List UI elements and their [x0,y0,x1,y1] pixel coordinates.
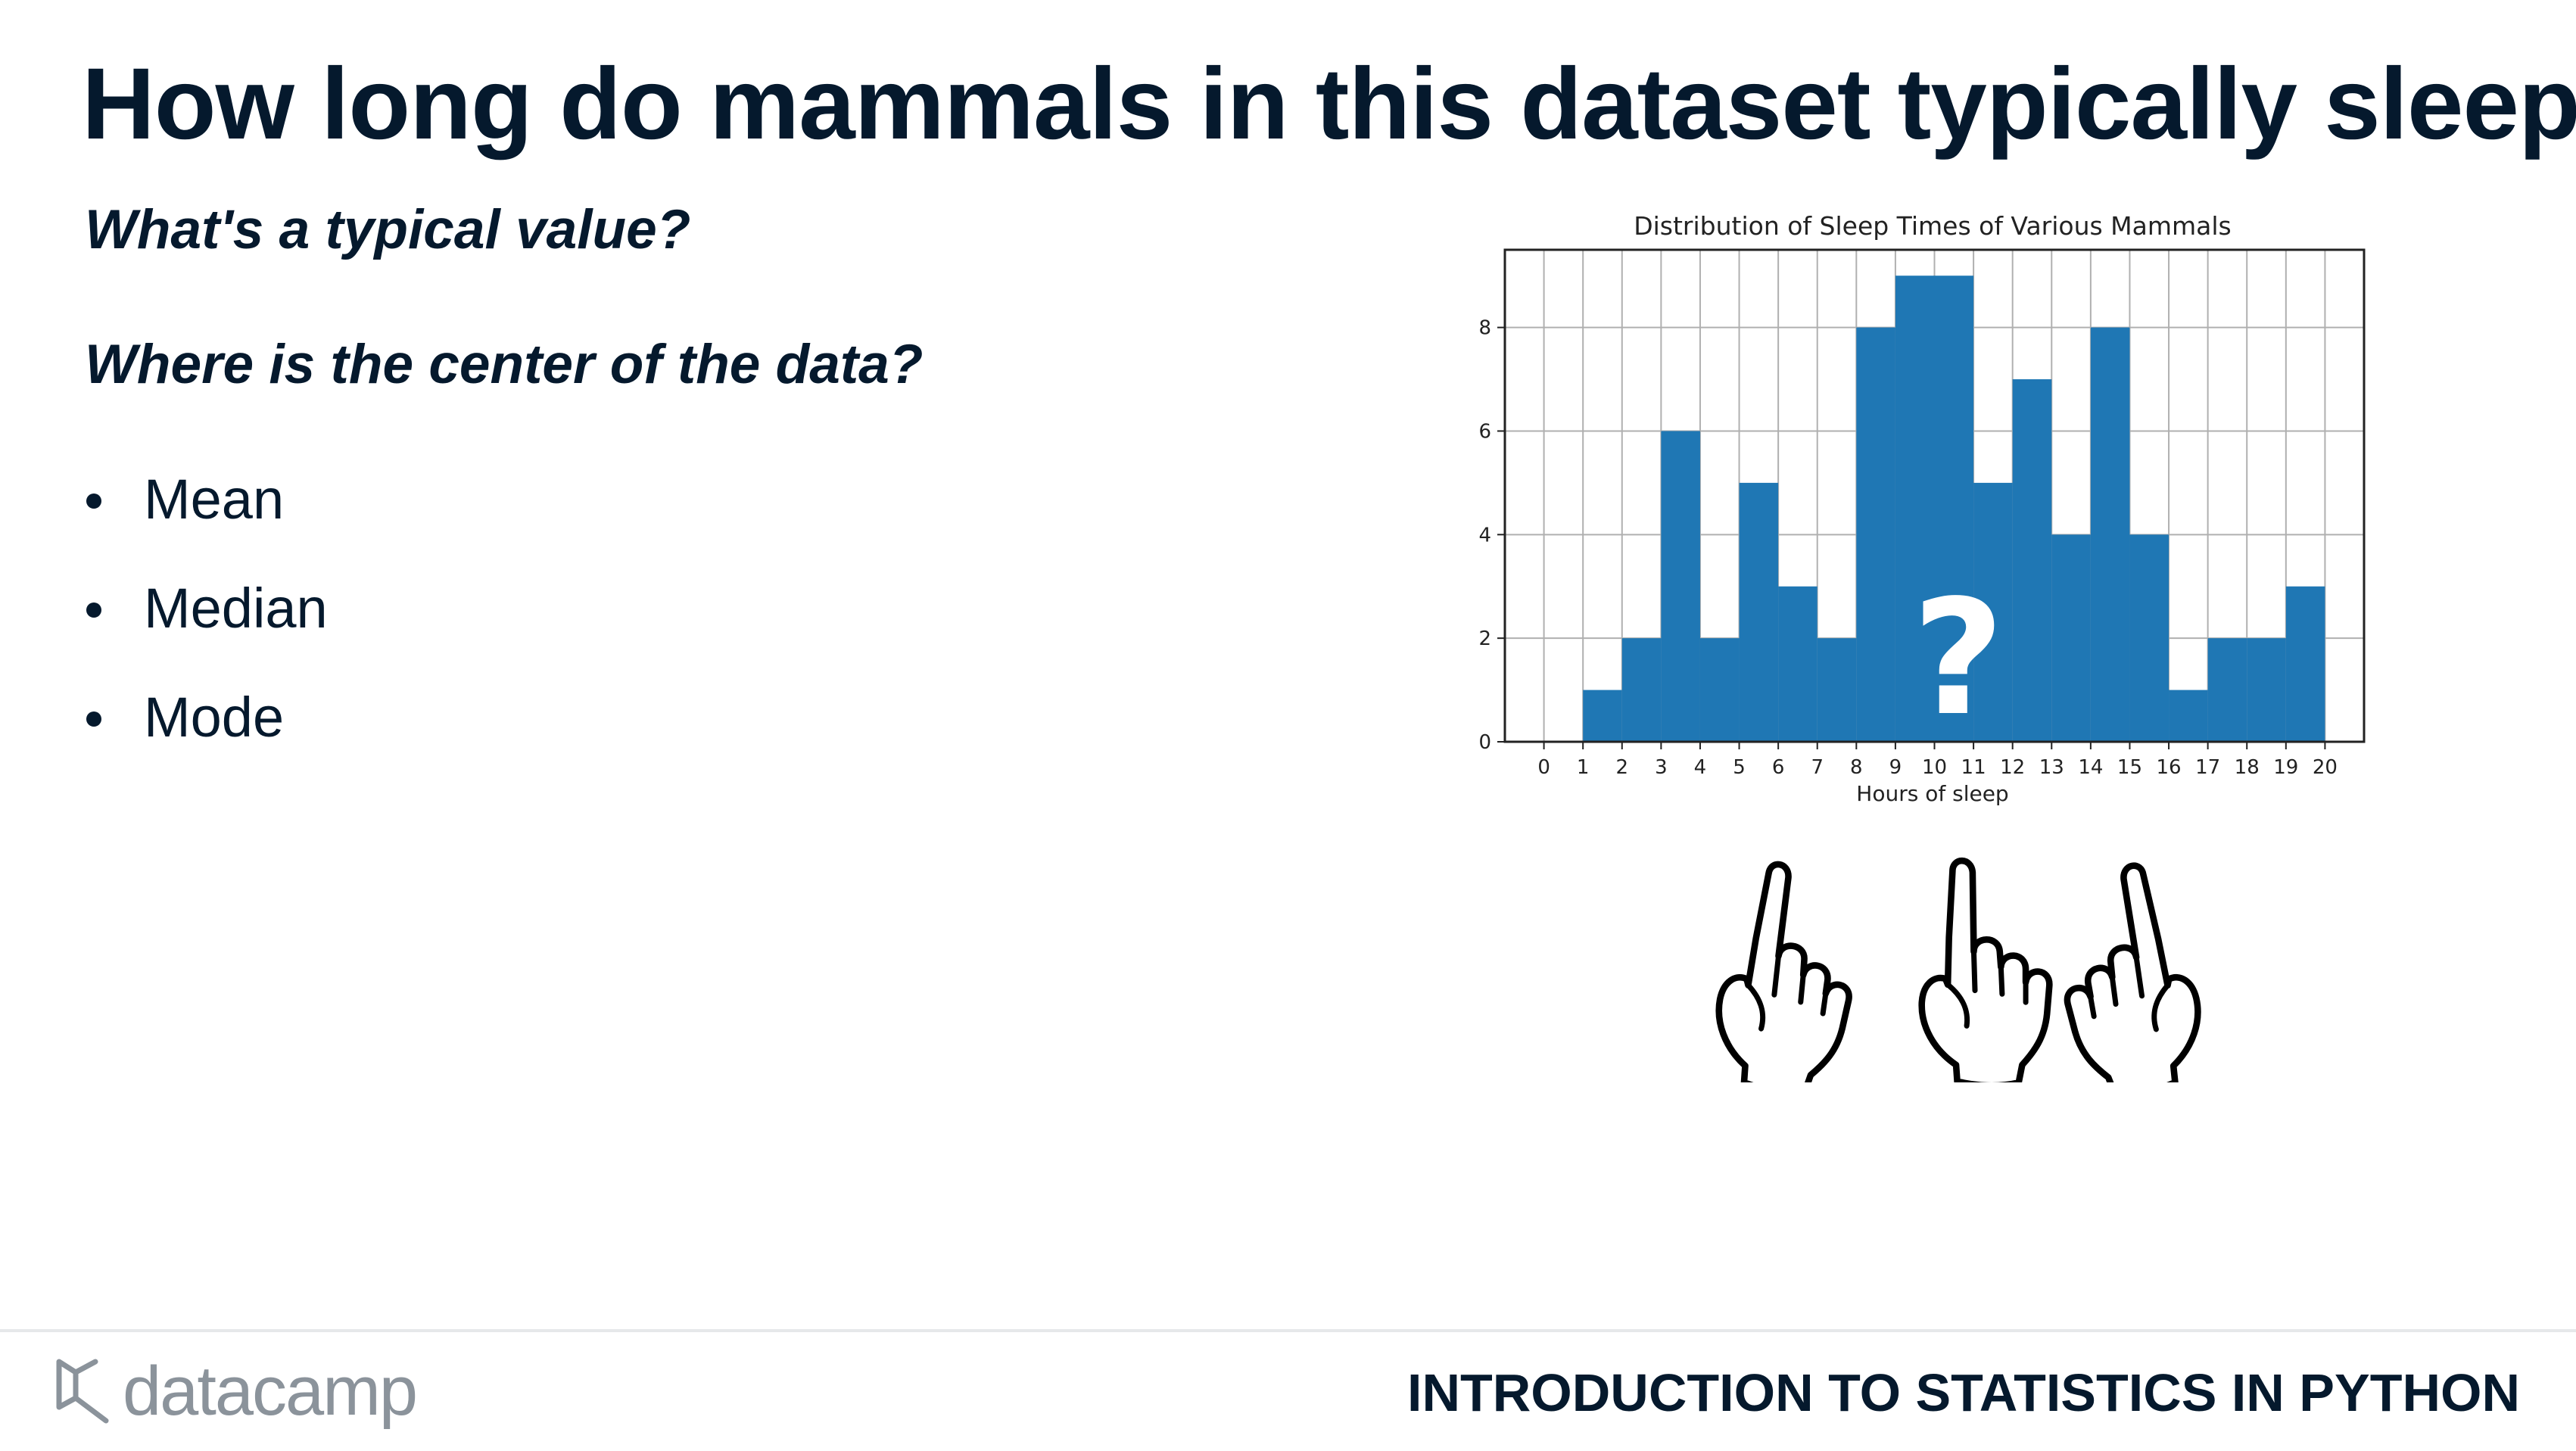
x-tick-label: 0 [1537,756,1550,779]
x-tick-label: 11 [1961,756,1986,779]
x-tick-label: 16 [2156,756,2181,779]
histogram-bar [1699,638,1740,742]
histogram-bar [1621,638,1662,742]
brand-name: datacamp [123,1353,418,1430]
x-tick-label: 8 [1850,756,1863,779]
bullet-item: Mean [82,462,328,571]
y-tick-label: 2 [1478,627,1491,650]
x-tick-label: 20 [2313,756,2338,779]
pointing-hand-icon [1706,859,1866,1082]
bullet-dot [86,711,101,727]
pointing-hands-illustration [1696,795,2241,1082]
y-tick-label: 0 [1478,731,1491,754]
chart-title: Distribution of Sleep Times of Various M… [1634,211,2232,241]
x-tick-label: 18 [2235,756,2260,779]
question-center-of-data: Where is the center of the data? [85,334,924,395]
x-tick-label: 14 [2078,756,2103,779]
x-tick-label: 6 [1772,756,1785,779]
x-tick-label: 17 [2195,756,2220,779]
bullet-text-mean: Mean [144,468,285,531]
question-mark-overlay: ? [1912,565,2004,751]
histogram-bar [1661,431,1700,742]
bullet-dot [86,494,101,509]
histogram-bar [1583,690,1622,742]
pointing-hand-icon [1922,861,2050,1082]
bullet-text-mode: Mode [144,686,285,749]
histogram-bar [2051,534,2091,742]
x-tick-label: 19 [2273,756,2298,779]
y-tick-label: 4 [1478,524,1491,546]
histogram-bar [2169,690,2208,742]
bullet-text-median: Median [144,577,328,640]
bullet-list: Mean Median Mode [82,462,328,789]
histogram-bar [2207,638,2247,742]
bullet-dot [86,603,101,618]
x-tick-label: 1 [1577,756,1590,779]
histogram-bar [2247,638,2286,742]
question-typical-value: What's a typical value? [85,199,691,260]
bullet-item: Median [82,571,328,680]
x-tick-label: 2 [1615,756,1628,779]
x-tick-label: 5 [1733,756,1746,779]
histogram-bar [1895,276,1935,742]
histogram-bar [1817,638,1857,742]
course-title: INTRODUCTION TO STATISTICS IN PYTHON [1407,1363,2520,1422]
histogram-bar [1934,276,1974,742]
bullet-item: Mode [82,680,328,789]
x-tick-label: 13 [2039,756,2064,779]
x-tick-label: 15 [2117,756,2142,779]
slide-title: How long do mammals in this dataset typi… [82,48,2576,160]
y-tick-label: 8 [1478,317,1491,340]
x-axis-label: Hours of sleep [1856,781,2008,806]
histogram-bar [1973,482,2013,742]
histogram-bar [1739,482,1779,742]
y-tick-label: 6 [1478,420,1491,443]
x-tick-label: 7 [1811,756,1824,779]
brand-logo: datacamp [53,1352,418,1431]
histogram-bar [2285,586,2325,742]
histogram-bar [2012,379,2052,742]
histogram-bar [2129,534,2170,742]
histogram-bar [1778,586,1818,742]
histogram-bar [1856,327,1895,742]
x-tick-label: 10 [1922,756,1947,779]
histogram-bar [2090,327,2130,742]
x-tick-label: 9 [1889,756,1902,779]
datacamp-logo-icon [56,1359,109,1423]
x-tick-label: 4 [1694,756,1707,779]
x-tick-label: 12 [2000,756,2025,779]
footer-divider [0,1329,2576,1332]
sleep-histogram: Distribution of Sleep Times of Various M… [1478,211,2366,806]
pointing-hand-icon [2046,859,2213,1082]
histogram-bars [1583,276,2325,742]
x-tick-label: 3 [1655,756,1668,779]
